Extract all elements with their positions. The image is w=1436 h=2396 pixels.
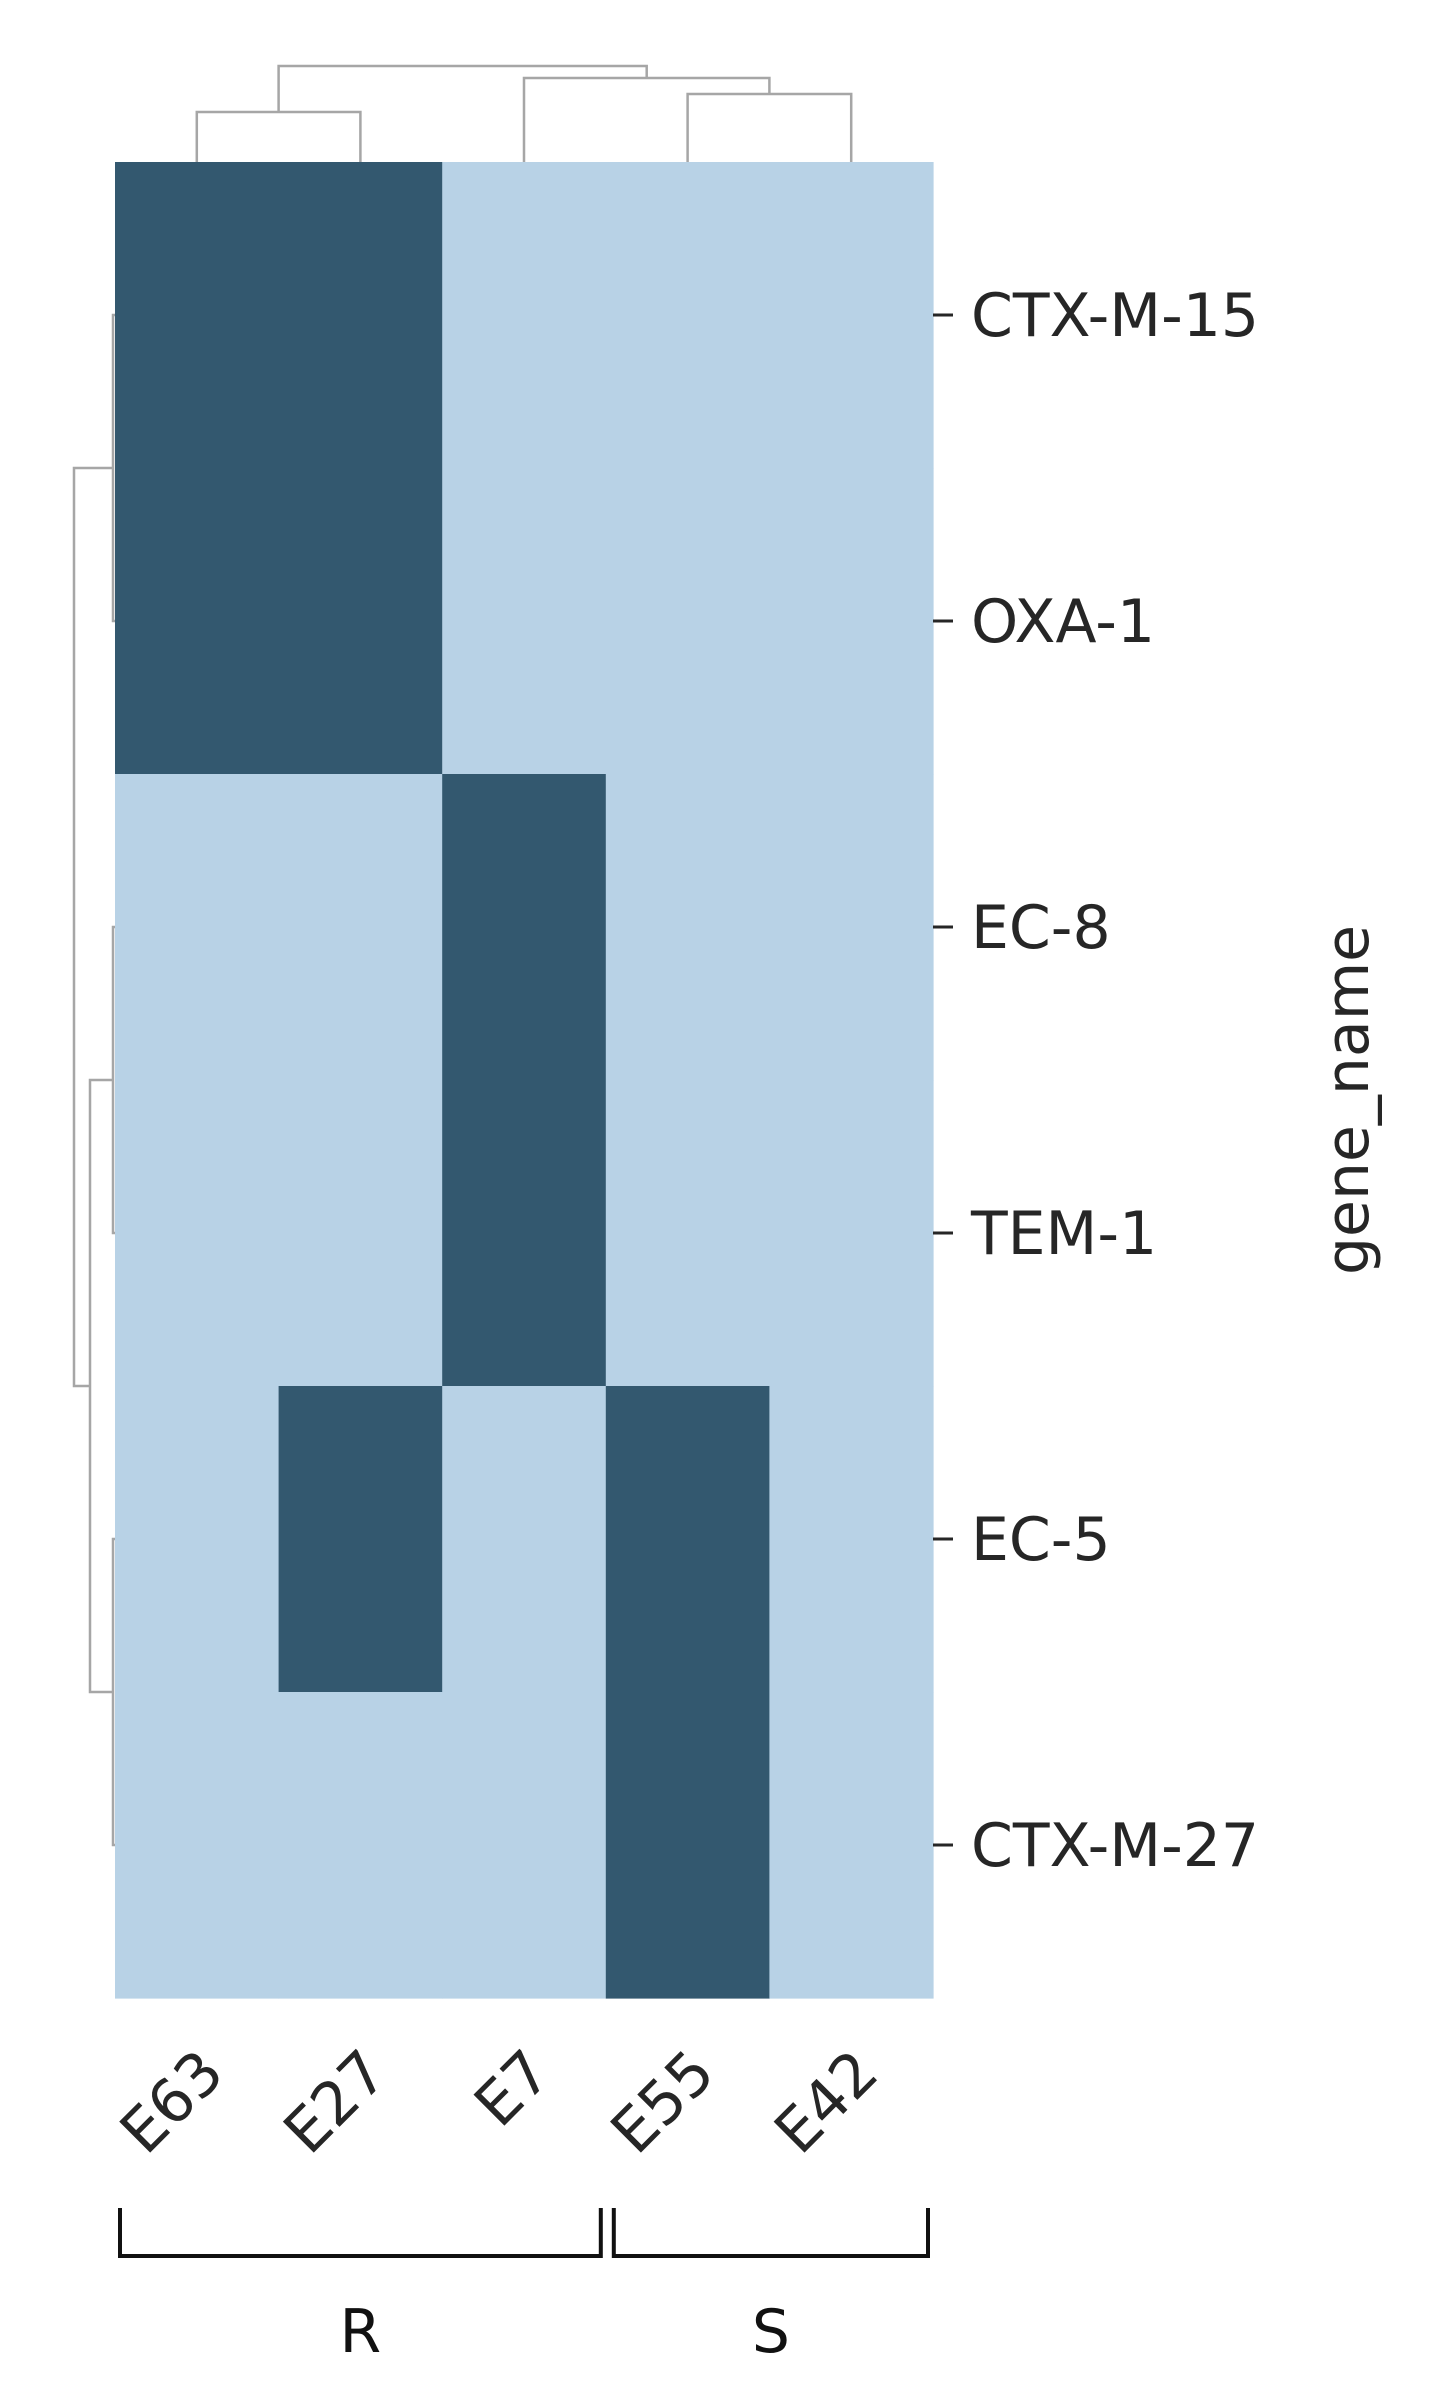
- heatmap-cell-CTX-M-27-E42: [769, 1692, 934, 1999]
- heatmap-cell-EC-8-E7: [442, 774, 607, 1081]
- heatmap-cell-EC-5-E42: [769, 1386, 934, 1693]
- heatmap-cell-CTX-M-15-E55: [605, 162, 770, 469]
- row-tick-label: CTX-M-27: [971, 1811, 1259, 1881]
- dendrogram-link: [277, 64, 648, 112]
- heatmap-cell-CTX-M-15-E42: [769, 162, 934, 469]
- column-dendrogram: [195, 64, 853, 162]
- heatmap-cell-TEM-1-E63: [115, 1080, 280, 1387]
- heatmap-cell-EC-5-E63: [115, 1386, 280, 1693]
- heatmap-cell-CTX-M-15-E27: [278, 162, 443, 469]
- heatmap-cell-OXA-1-E63: [115, 468, 280, 775]
- group-label: R: [340, 2297, 382, 2367]
- group-label: S: [752, 2297, 790, 2367]
- heatmap-cell-TEM-1-E42: [769, 1080, 934, 1387]
- dendrogram-link: [88, 1078, 113, 1694]
- heatmap-cell-TEM-1-E7: [442, 1080, 607, 1387]
- heatmap-cell-CTX-M-15-E63: [115, 162, 280, 469]
- heatmap-cell-CTX-M-27-E55: [605, 1692, 770, 1999]
- heatmap-cell-CTX-M-27-E7: [442, 1692, 607, 1999]
- dendrogram-link: [111, 313, 115, 623]
- column-tick-label: E7: [461, 2037, 564, 2140]
- group-bracket: [611, 2208, 930, 2258]
- dendrogram-link: [522, 76, 771, 162]
- dendrogram-link: [686, 92, 853, 162]
- row-tick-labels: CTX-M-15 OXA-1 EC-8 TEM-1 EC-5 CTX-M-27: [933, 281, 1259, 1881]
- row-tick-label: TEM-1: [970, 1199, 1157, 1269]
- heatmap-cell-EC-8-E42: [769, 774, 934, 1081]
- row-tick-label: OXA-1: [971, 587, 1155, 657]
- heatmap-cell-OXA-1-E55: [605, 468, 770, 775]
- group-bracket: [118, 2208, 603, 2258]
- heatmap-cell-CTX-M-15-E7: [442, 162, 607, 469]
- heatmap-cell-EC-5-E7: [442, 1386, 607, 1693]
- dendrogram-link: [72, 466, 113, 1388]
- dendrogram-link: [111, 925, 115, 1235]
- row-tick-label: CTX-M-15: [971, 281, 1259, 351]
- column-tick-labels: E63 E27 E7 E55 E42: [107, 2037, 892, 2167]
- column-tick-label: E42: [762, 2037, 892, 2167]
- heatmap-cell-TEM-1-E55: [605, 1080, 770, 1387]
- heatmap-cell-EC-8-E55: [605, 774, 770, 1081]
- row-dendrogram: [72, 313, 115, 1847]
- heatmap-cell-OXA-1-E42: [769, 468, 934, 775]
- heatmap-cells: [115, 162, 934, 1999]
- heatmap-cell-EC-5-E27: [278, 1386, 443, 1693]
- heatmap-cell-EC-8-E63: [115, 774, 280, 1081]
- dendrogram-link: [195, 110, 362, 162]
- heatmap-cell-TEM-1-E27: [278, 1080, 443, 1387]
- heatmap-cell-EC-8-E27: [278, 774, 443, 1081]
- column-tick-label: E27: [271, 2037, 401, 2167]
- row-tick-label: EC-5: [971, 1505, 1111, 1575]
- column-tick-label: E63: [107, 2037, 237, 2167]
- row-tick-label: EC-8: [971, 893, 1111, 963]
- heatmap-cell-OXA-1-E7: [442, 468, 607, 775]
- heatmap-cell-CTX-M-27-E27: [278, 1692, 443, 1999]
- y-axis-title: gene_name: [1313, 925, 1383, 1275]
- heatmap-cell-EC-5-E55: [605, 1386, 770, 1693]
- column-tick-label: E55: [598, 2037, 728, 2167]
- heatmap-cell-OXA-1-E27: [278, 468, 443, 775]
- dendrogram-link: [111, 1537, 115, 1847]
- heatmap-cell-CTX-M-27-E63: [115, 1692, 280, 1999]
